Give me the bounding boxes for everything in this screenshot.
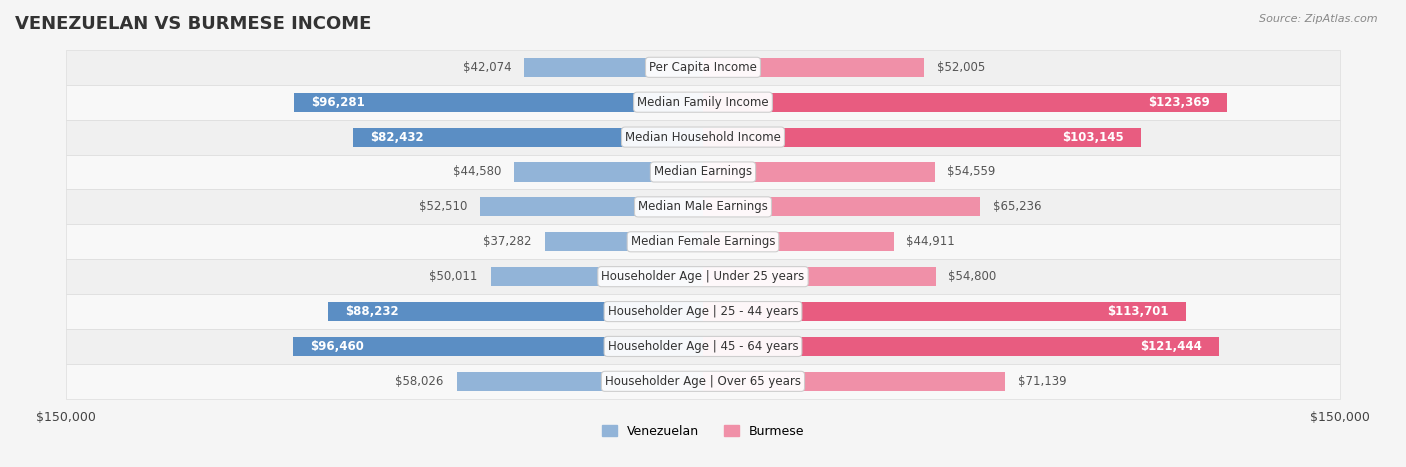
Text: $44,911: $44,911 xyxy=(907,235,955,248)
Text: $71,139: $71,139 xyxy=(1018,375,1067,388)
Text: $52,005: $52,005 xyxy=(936,61,984,74)
FancyBboxPatch shape xyxy=(66,224,1340,259)
Text: $96,460: $96,460 xyxy=(311,340,364,353)
Text: Median Female Earnings: Median Female Earnings xyxy=(631,235,775,248)
FancyBboxPatch shape xyxy=(66,155,1340,190)
Text: $58,026: $58,026 xyxy=(395,375,444,388)
FancyBboxPatch shape xyxy=(703,58,924,77)
Text: Per Capita Income: Per Capita Income xyxy=(650,61,756,74)
FancyBboxPatch shape xyxy=(294,92,703,112)
Text: $123,369: $123,369 xyxy=(1149,96,1211,109)
Text: $121,444: $121,444 xyxy=(1140,340,1202,353)
FancyBboxPatch shape xyxy=(457,372,703,391)
FancyBboxPatch shape xyxy=(479,197,703,217)
FancyBboxPatch shape xyxy=(353,127,703,147)
FancyBboxPatch shape xyxy=(66,329,1340,364)
FancyBboxPatch shape xyxy=(66,120,1340,155)
Text: Median Earnings: Median Earnings xyxy=(654,165,752,178)
Text: $113,701: $113,701 xyxy=(1108,305,1168,318)
FancyBboxPatch shape xyxy=(703,92,1227,112)
FancyBboxPatch shape xyxy=(703,127,1142,147)
FancyBboxPatch shape xyxy=(703,163,935,182)
FancyBboxPatch shape xyxy=(491,267,703,286)
Text: $82,432: $82,432 xyxy=(370,131,423,143)
FancyBboxPatch shape xyxy=(544,232,703,251)
Text: $50,011: $50,011 xyxy=(429,270,478,283)
Text: $42,074: $42,074 xyxy=(463,61,512,74)
Text: $37,282: $37,282 xyxy=(484,235,531,248)
FancyBboxPatch shape xyxy=(328,302,703,321)
Text: VENEZUELAN VS BURMESE INCOME: VENEZUELAN VS BURMESE INCOME xyxy=(15,15,371,33)
Text: $96,281: $96,281 xyxy=(311,96,364,109)
FancyBboxPatch shape xyxy=(66,85,1340,120)
Text: Median Family Income: Median Family Income xyxy=(637,96,769,109)
Text: $88,232: $88,232 xyxy=(346,305,399,318)
FancyBboxPatch shape xyxy=(524,58,703,77)
FancyBboxPatch shape xyxy=(66,190,1340,224)
Text: $52,510: $52,510 xyxy=(419,200,467,213)
Text: Median Male Earnings: Median Male Earnings xyxy=(638,200,768,213)
FancyBboxPatch shape xyxy=(66,259,1340,294)
Legend: Venezuelan, Burmese: Venezuelan, Burmese xyxy=(596,420,810,443)
FancyBboxPatch shape xyxy=(703,372,1005,391)
Text: $44,580: $44,580 xyxy=(453,165,501,178)
Text: Median Household Income: Median Household Income xyxy=(626,131,780,143)
FancyBboxPatch shape xyxy=(703,232,894,251)
Text: Householder Age | Over 65 years: Householder Age | Over 65 years xyxy=(605,375,801,388)
FancyBboxPatch shape xyxy=(513,163,703,182)
FancyBboxPatch shape xyxy=(66,50,1340,85)
Text: Householder Age | Under 25 years: Householder Age | Under 25 years xyxy=(602,270,804,283)
FancyBboxPatch shape xyxy=(66,294,1340,329)
FancyBboxPatch shape xyxy=(703,267,936,286)
FancyBboxPatch shape xyxy=(66,364,1340,399)
FancyBboxPatch shape xyxy=(294,337,703,356)
Text: $54,559: $54,559 xyxy=(948,165,995,178)
Text: Source: ZipAtlas.com: Source: ZipAtlas.com xyxy=(1260,14,1378,24)
Text: $103,145: $103,145 xyxy=(1063,131,1123,143)
FancyBboxPatch shape xyxy=(703,337,1219,356)
FancyBboxPatch shape xyxy=(703,302,1185,321)
Text: $65,236: $65,236 xyxy=(993,200,1042,213)
FancyBboxPatch shape xyxy=(703,197,980,217)
Text: Householder Age | 45 - 64 years: Householder Age | 45 - 64 years xyxy=(607,340,799,353)
Text: Householder Age | 25 - 44 years: Householder Age | 25 - 44 years xyxy=(607,305,799,318)
Text: $54,800: $54,800 xyxy=(949,270,997,283)
